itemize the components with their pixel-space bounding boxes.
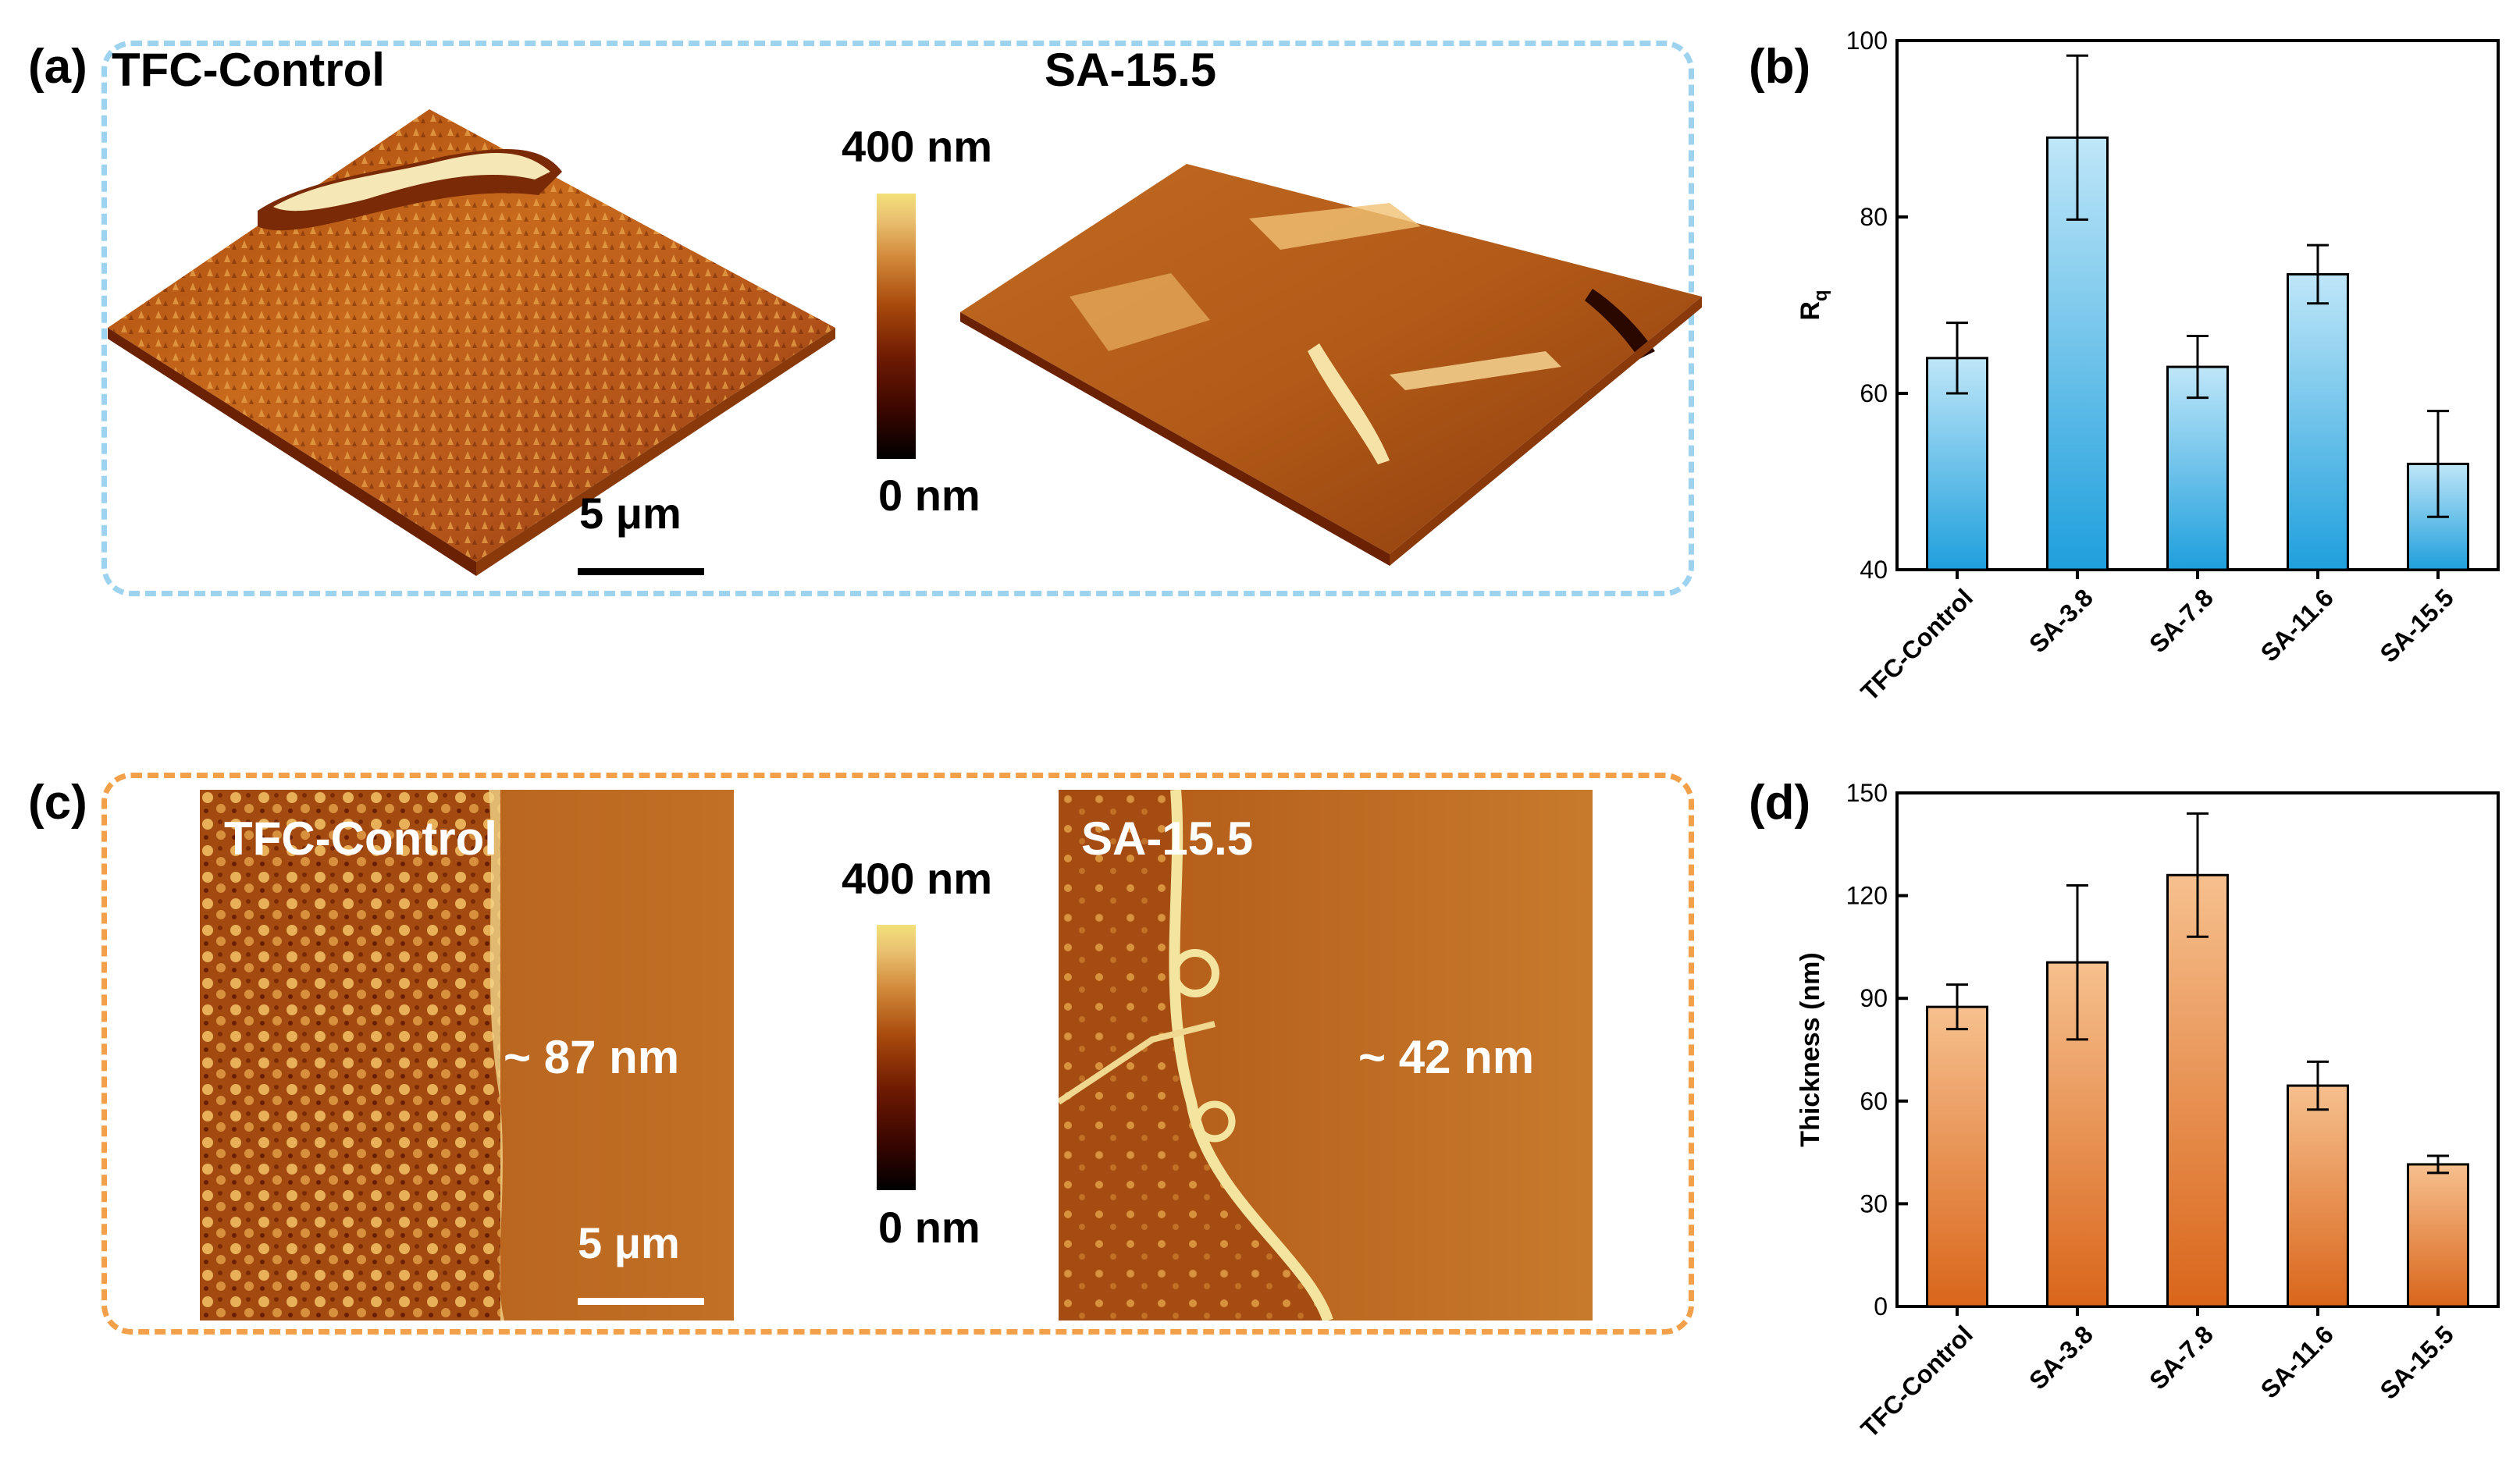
bar xyxy=(2407,1163,2469,1308)
bar xyxy=(2166,365,2229,571)
x-tick-label: SA-11.6 xyxy=(2255,1320,2339,1403)
y-tick-label: 60 xyxy=(1860,379,1888,407)
panel-a-colorbar-max: 400 nm xyxy=(842,122,992,171)
y-tick-label: 0 xyxy=(1874,1292,1888,1320)
panel-d-letter: (d) xyxy=(1749,776,1811,830)
y-tick-label: 150 xyxy=(1846,779,1888,807)
y-tick-label: 30 xyxy=(1860,1189,1888,1217)
afm-2d-tfc-control xyxy=(200,790,734,1320)
panel-c-left-thickness: ~ 87 nm xyxy=(504,1031,680,1083)
bar xyxy=(2166,873,2229,1308)
afm-3d-tfc-control xyxy=(108,109,835,576)
chart-rq: 40 60 80 100 Rq TFC-Control SA-3.8 SA-7.8 SA-11.… xyxy=(1796,27,2500,706)
x-tick-label: SA-3.8 xyxy=(2023,1320,2098,1395)
panel-a-right-label: SA-15.5 xyxy=(1045,44,1217,96)
x-tick-label: SA-15.5 xyxy=(2374,583,2458,667)
panel-a-colorbar xyxy=(877,194,916,459)
x-tick-label: SA-11.6 xyxy=(2255,583,2339,666)
y-axis-label: Rq xyxy=(1796,290,1831,320)
x-tick-label: TFC-Control xyxy=(1856,1320,1978,1442)
panel-a-frame xyxy=(101,41,1694,596)
panel-b-letter: (b) xyxy=(1749,40,1811,94)
y-tick-label: 90 xyxy=(1860,984,1888,1012)
y-tick-label: 40 xyxy=(1860,556,1888,584)
panel-c-frame xyxy=(101,773,1694,1335)
y-axis-label-subscript: q xyxy=(1810,290,1831,301)
panel-a-scale-bar xyxy=(578,568,704,575)
y-tick-label: 60 xyxy=(1860,1087,1888,1115)
panel-a-letter: (a) xyxy=(28,40,87,94)
panel-c-colorbar xyxy=(877,925,916,1190)
x-tick-label: SA-7.8 xyxy=(2144,1320,2219,1395)
panel-c-scale-label: 5 μm xyxy=(578,1218,680,1267)
panel-c-scale-bar xyxy=(578,1298,704,1305)
panel-a-scale-label: 5 μm xyxy=(579,489,682,538)
panel-c-colorbar-min: 0 nm xyxy=(878,1203,981,1252)
afm-2d-sa-15-5 xyxy=(1059,790,1593,1320)
x-tick-label: TFC-Control xyxy=(1856,583,1978,706)
panel-a-left-label: TFC-Control xyxy=(112,44,385,96)
y-tick-label: 100 xyxy=(1846,27,1888,55)
panel-c-right-thickness: ~ 42 nm xyxy=(1358,1031,1535,1083)
x-tick-label: SA-7.8 xyxy=(2144,583,2219,658)
x-tick-label: SA-3.8 xyxy=(2023,583,2098,658)
x-tick-label: SA-15.5 xyxy=(2374,1320,2458,1404)
panel-c-left-label: TFC-Control xyxy=(224,812,497,865)
bar xyxy=(1926,1005,1988,1308)
panel-c-letter: (c) xyxy=(28,776,87,830)
panel-c-right-label: SA-15.5 xyxy=(1081,812,1254,865)
bar xyxy=(2287,1084,2349,1308)
y-tick-label: 120 xyxy=(1846,882,1888,910)
y-tick-label: 80 xyxy=(1860,203,1888,231)
panel-a-colorbar-min: 0 nm xyxy=(878,471,981,520)
chart-thickness: 0 30 60 90 120 150 Thickness (nm) TFC-Control SA… xyxy=(1796,779,2500,1443)
afm-3d-sa-15-5 xyxy=(960,164,1702,566)
bar xyxy=(2287,272,2349,571)
y-axis-label: Thickness (nm) xyxy=(1796,952,1825,1146)
panel-c-colorbar-max: 400 nm xyxy=(842,854,992,903)
